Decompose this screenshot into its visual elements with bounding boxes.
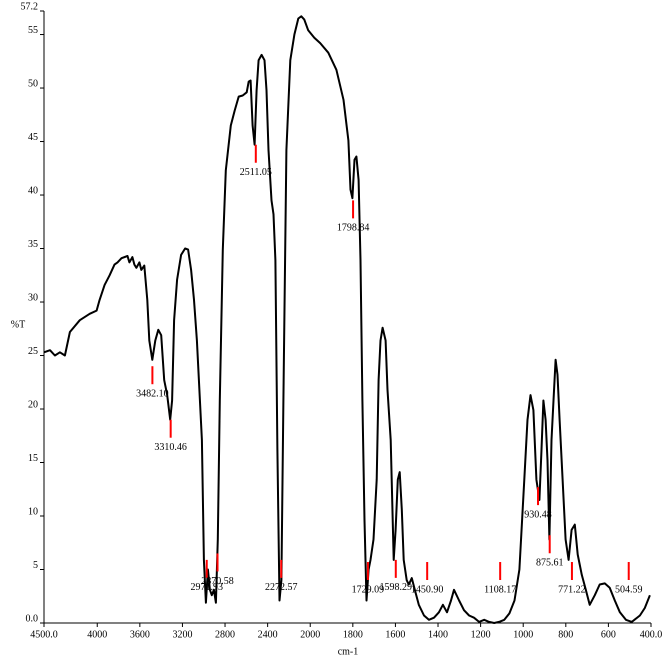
- spectrum-line: [43, 15, 651, 624]
- y-tick-label: 45: [28, 132, 38, 143]
- x-tick-label: 1400: [428, 629, 448, 640]
- peak-label: 771.22: [558, 584, 586, 595]
- x-tick-label: 800: [558, 629, 573, 640]
- y-tick-label: 57.2: [21, 1, 39, 12]
- x-tick-label: 1200: [471, 629, 491, 640]
- x-tick-label: 600: [601, 629, 616, 640]
- x-tick-label: 3200: [172, 629, 192, 640]
- x-tick-label: 1000: [513, 629, 533, 640]
- y-tick-label: 40: [28, 185, 38, 196]
- x-tick-label: 1800: [343, 629, 363, 640]
- y-tick-label: 25: [28, 346, 38, 357]
- x-tick-label: 2000: [300, 629, 320, 640]
- y-tick-label: 15: [28, 453, 38, 464]
- y-tick-label: 50: [28, 78, 38, 89]
- x-tick-label: 400.0: [640, 629, 663, 640]
- y-tick-label: 10: [28, 506, 38, 517]
- peak-label: 3482.10: [136, 389, 169, 400]
- peak-label: 1729.09: [352, 584, 385, 595]
- x-tick-label: 1600: [385, 629, 405, 640]
- peak-label: 875.61: [536, 558, 564, 569]
- y-tick-label: 0.0: [26, 613, 39, 624]
- y-axis-label: %T: [11, 319, 25, 330]
- peak-label: 1450.90: [411, 584, 444, 595]
- peak-label: 2870.58: [201, 576, 234, 587]
- peak-label: 3310.46: [154, 442, 187, 453]
- y-tick-label: 5: [33, 560, 38, 571]
- y-tick-label: 55: [28, 25, 38, 36]
- x-tick-label: 3600: [130, 629, 150, 640]
- y-tick-label: 35: [28, 239, 38, 250]
- x-axis-label: cm-1: [338, 646, 359, 657]
- peak-label: 1798.84: [337, 223, 370, 234]
- y-tick-label: 30: [28, 292, 38, 303]
- peak-label: 1598.29: [380, 582, 413, 593]
- x-tick-label: 4500.0: [30, 629, 58, 640]
- peak-label: 504.59: [615, 584, 643, 595]
- x-tick-label: 4000: [87, 629, 107, 640]
- peak-label: 2272.57: [265, 582, 298, 593]
- peak-label: 2971.93: [190, 582, 223, 593]
- peak-label: 2511.05: [240, 167, 272, 178]
- x-tick-label: 2400: [258, 629, 278, 640]
- x-tick-label: 2800: [215, 629, 235, 640]
- peak-label: 1108.17: [484, 584, 516, 595]
- y-tick-label: 20: [28, 399, 38, 410]
- peak-label: 930.48: [524, 509, 552, 520]
